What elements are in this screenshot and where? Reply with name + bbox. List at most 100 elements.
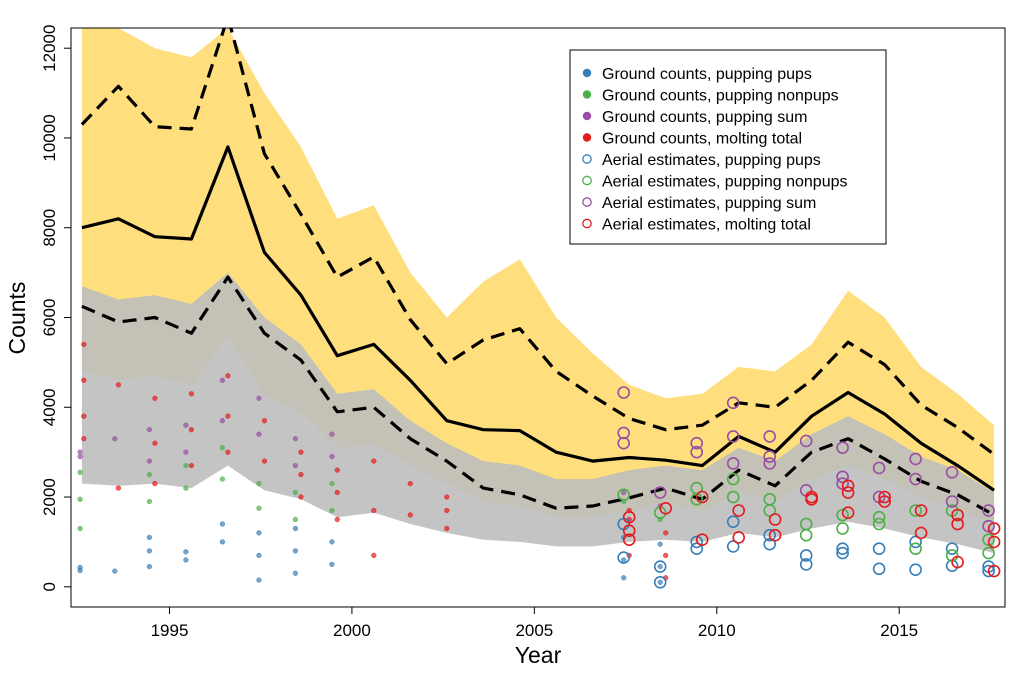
legend-label: Aerial estimates, pupping sum [602, 195, 816, 212]
ground-point-molting-14 [225, 373, 231, 379]
x-axis: 1995 2000 2005 2010 2015 [151, 606, 918, 640]
aerial-point-molting-6 [732, 531, 746, 544]
aerial-point-sum-20 [909, 472, 922, 486]
aerial-point-sum-19 [909, 452, 922, 466]
ground-point-molting-1 [81, 413, 87, 419]
aerial-point-sum-16 [836, 477, 849, 490]
aerial-point-molting-23 [987, 535, 1001, 549]
legend-label: Ground counts, pupping pups [602, 66, 812, 83]
aerial-point-molting-4 [695, 533, 709, 547]
aerial-point-sum-3 [653, 486, 667, 499]
y-tick-label: 6000 [40, 299, 59, 337]
aerial-point-sum-8 [726, 457, 740, 470]
ground-point-pups-4 [146, 548, 153, 554]
y-axis-title: Counts [4, 282, 30, 355]
aerial-point-pups-13 [836, 542, 849, 556]
aerial-point-sum-4 [690, 436, 704, 450]
legend: Ground counts, pupping pups Ground counts… [569, 49, 887, 245]
ground-point-sum-12 [292, 436, 299, 442]
ground-point-molting-2 [81, 377, 87, 383]
aerial-point-sum-15 [836, 470, 849, 484]
y-tick-label: 0 [40, 582, 59, 591]
legend-label: Aerial estimates, molting total [602, 217, 811, 234]
ground-point-sum-10 [256, 395, 262, 401]
aerial-point-nonpups-0 [617, 488, 631, 502]
aerial-point-nonpups-13 [872, 510, 886, 524]
aerial-point-pups-0 [617, 551, 631, 564]
band-1 [81, 272, 995, 554]
ground-point-nonpups-2 [77, 469, 83, 475]
x-tick-label: 2000 [333, 621, 371, 640]
ground-point-pups-6 [183, 557, 189, 563]
aerial-point-sum-7 [726, 430, 740, 443]
series-line-0 [81, 145, 995, 492]
plot-layer [77, 28, 1001, 589]
legend-box [569, 49, 887, 245]
ground-point-pups-1 [77, 564, 83, 571]
aerial-point-nonpups-3 [690, 481, 704, 495]
ground-point-nonpups-7 [219, 476, 226, 482]
aerial-point-sum-9 [763, 430, 777, 443]
ground-point-sum-7 [219, 418, 226, 424]
legend-label: Ground counts, pupping sum [602, 109, 807, 126]
ground-point-molting-22 [334, 467, 340, 473]
ground-point-pups-5 [146, 534, 153, 541]
ground-point-molting-36 [663, 530, 669, 536]
ground-point-molting-9 [188, 462, 195, 469]
ground-point-pups-18 [621, 575, 627, 581]
aerial-point-sum-14 [836, 441, 849, 455]
ground-point-sum-1 [77, 449, 83, 455]
aerial-point-nonpups-5 [726, 472, 740, 486]
ground-point-pups-17 [329, 539, 335, 545]
ground-point-molting-4 [115, 485, 122, 491]
aerial-point-pups-20 [982, 564, 995, 578]
ground-point-pups-19 [621, 557, 627, 563]
ground-point-sum-6 [183, 422, 189, 428]
ground-point-nonpups-3 [146, 498, 153, 505]
legend-marker-open [582, 175, 592, 186]
ground-point-pups-8 [219, 539, 226, 545]
y-tick-label: 8000 [40, 209, 59, 247]
ground-point-sum-3 [146, 458, 153, 464]
ground-point-pups-7 [183, 549, 189, 555]
ground-point-pups-9 [219, 521, 226, 527]
aerial-point-molting-0 [622, 510, 636, 524]
ground-point-nonpups-9 [256, 505, 262, 511]
ground-point-molting-23 [371, 552, 377, 559]
ground-point-nonpups-5 [183, 485, 189, 491]
ground-point-molting-19 [298, 449, 304, 455]
ground-point-pups-11 [256, 552, 262, 559]
ground-point-sum-8 [219, 377, 226, 383]
ground-point-nonpups-14 [329, 480, 335, 487]
aerial-point-molting-16 [878, 490, 891, 504]
x-tick-label: 2015 [880, 621, 918, 640]
aerial-point-nonpups-11 [836, 508, 849, 522]
aerial-point-molting-22 [987, 564, 1001, 578]
ground-point-pups-10 [256, 577, 262, 583]
aerial-point-molting-18 [914, 504, 928, 517]
ground-point-sum-14 [329, 431, 335, 437]
ground-point-molting-0 [81, 436, 87, 442]
ground-point-molting-11 [188, 391, 195, 397]
ground-point-molting-28 [444, 525, 450, 532]
legend-label: Ground counts, pupping nonpups [602, 88, 839, 105]
aerial-point-nonpups-7 [763, 492, 777, 506]
ground-point-molting-8 [152, 395, 158, 401]
ground-point-nonpups-4 [146, 471, 153, 478]
legend-marker-filled [582, 133, 592, 142]
ground-point-pups-3 [146, 563, 153, 570]
legend-label: Aerial estimates, pupping nonpups [602, 174, 848, 191]
ground-point-sum-0 [77, 453, 83, 460]
ground-point-molting-30 [444, 494, 450, 500]
ground-point-molting-6 [152, 480, 158, 487]
aerial-point-molting-12 [841, 506, 855, 520]
aerial-point-sum-0 [617, 386, 631, 399]
aerial-point-nonpups-18 [982, 546, 995, 560]
aerial-point-pups-6 [726, 540, 740, 553]
ground-point-pups-13 [292, 570, 299, 576]
ground-point-molting-35 [663, 552, 669, 559]
aerial-point-pups-2 [653, 560, 667, 573]
aerial-point-pups-7 [726, 515, 740, 529]
ground-point-nonpups-12 [292, 489, 299, 496]
aerial-point-nonpups-8 [799, 528, 813, 542]
